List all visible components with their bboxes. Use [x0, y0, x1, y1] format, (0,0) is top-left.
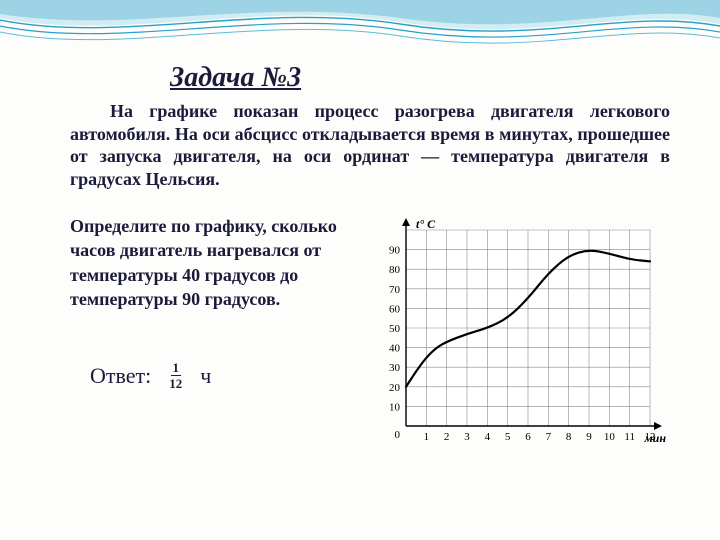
problem-intro: На графике показан процесс разогрева дви…: [70, 100, 670, 190]
svg-text:90: 90: [389, 245, 401, 257]
svg-text:30: 30: [389, 362, 401, 374]
answer-label: Ответ:: [90, 363, 151, 389]
answer-block: Ответ: 1 12 ч: [70, 361, 360, 390]
svg-text:мин: мин: [643, 431, 666, 445]
svg-text:80: 80: [389, 264, 401, 276]
svg-text:2: 2: [444, 431, 450, 443]
svg-text:10: 10: [389, 401, 401, 413]
svg-text:9: 9: [586, 431, 592, 443]
svg-text:6: 6: [525, 431, 531, 443]
svg-text:8: 8: [566, 431, 572, 443]
svg-text:70: 70: [389, 284, 401, 296]
problem-title: Задача №3: [170, 62, 670, 94]
fraction-numerator: 1: [171, 361, 182, 376]
wave-stroke-3: [0, 29, 720, 43]
answer-fraction: 1 12: [169, 361, 182, 390]
svg-text:1: 1: [424, 431, 430, 443]
svg-text:60: 60: [389, 303, 401, 315]
svg-text:20: 20: [389, 382, 401, 394]
svg-text:t° C: t° C: [416, 217, 436, 231]
svg-text:11: 11: [624, 431, 635, 443]
engine-temp-chart: 1234567891011121020304050607080900t° Cми…: [370, 214, 670, 454]
svg-text:5: 5: [505, 431, 511, 443]
svg-text:7: 7: [546, 431, 552, 443]
problem-question: Определите по графику, сколько часов дви…: [70, 214, 360, 311]
svg-text:0: 0: [395, 429, 401, 441]
svg-text:4: 4: [485, 431, 491, 443]
svg-text:50: 50: [389, 323, 401, 335]
answer-unit: ч: [200, 363, 211, 389]
svg-text:10: 10: [604, 431, 616, 443]
svg-text:3: 3: [464, 431, 470, 443]
svg-text:40: 40: [389, 343, 401, 355]
fraction-denominator: 12: [169, 376, 182, 390]
